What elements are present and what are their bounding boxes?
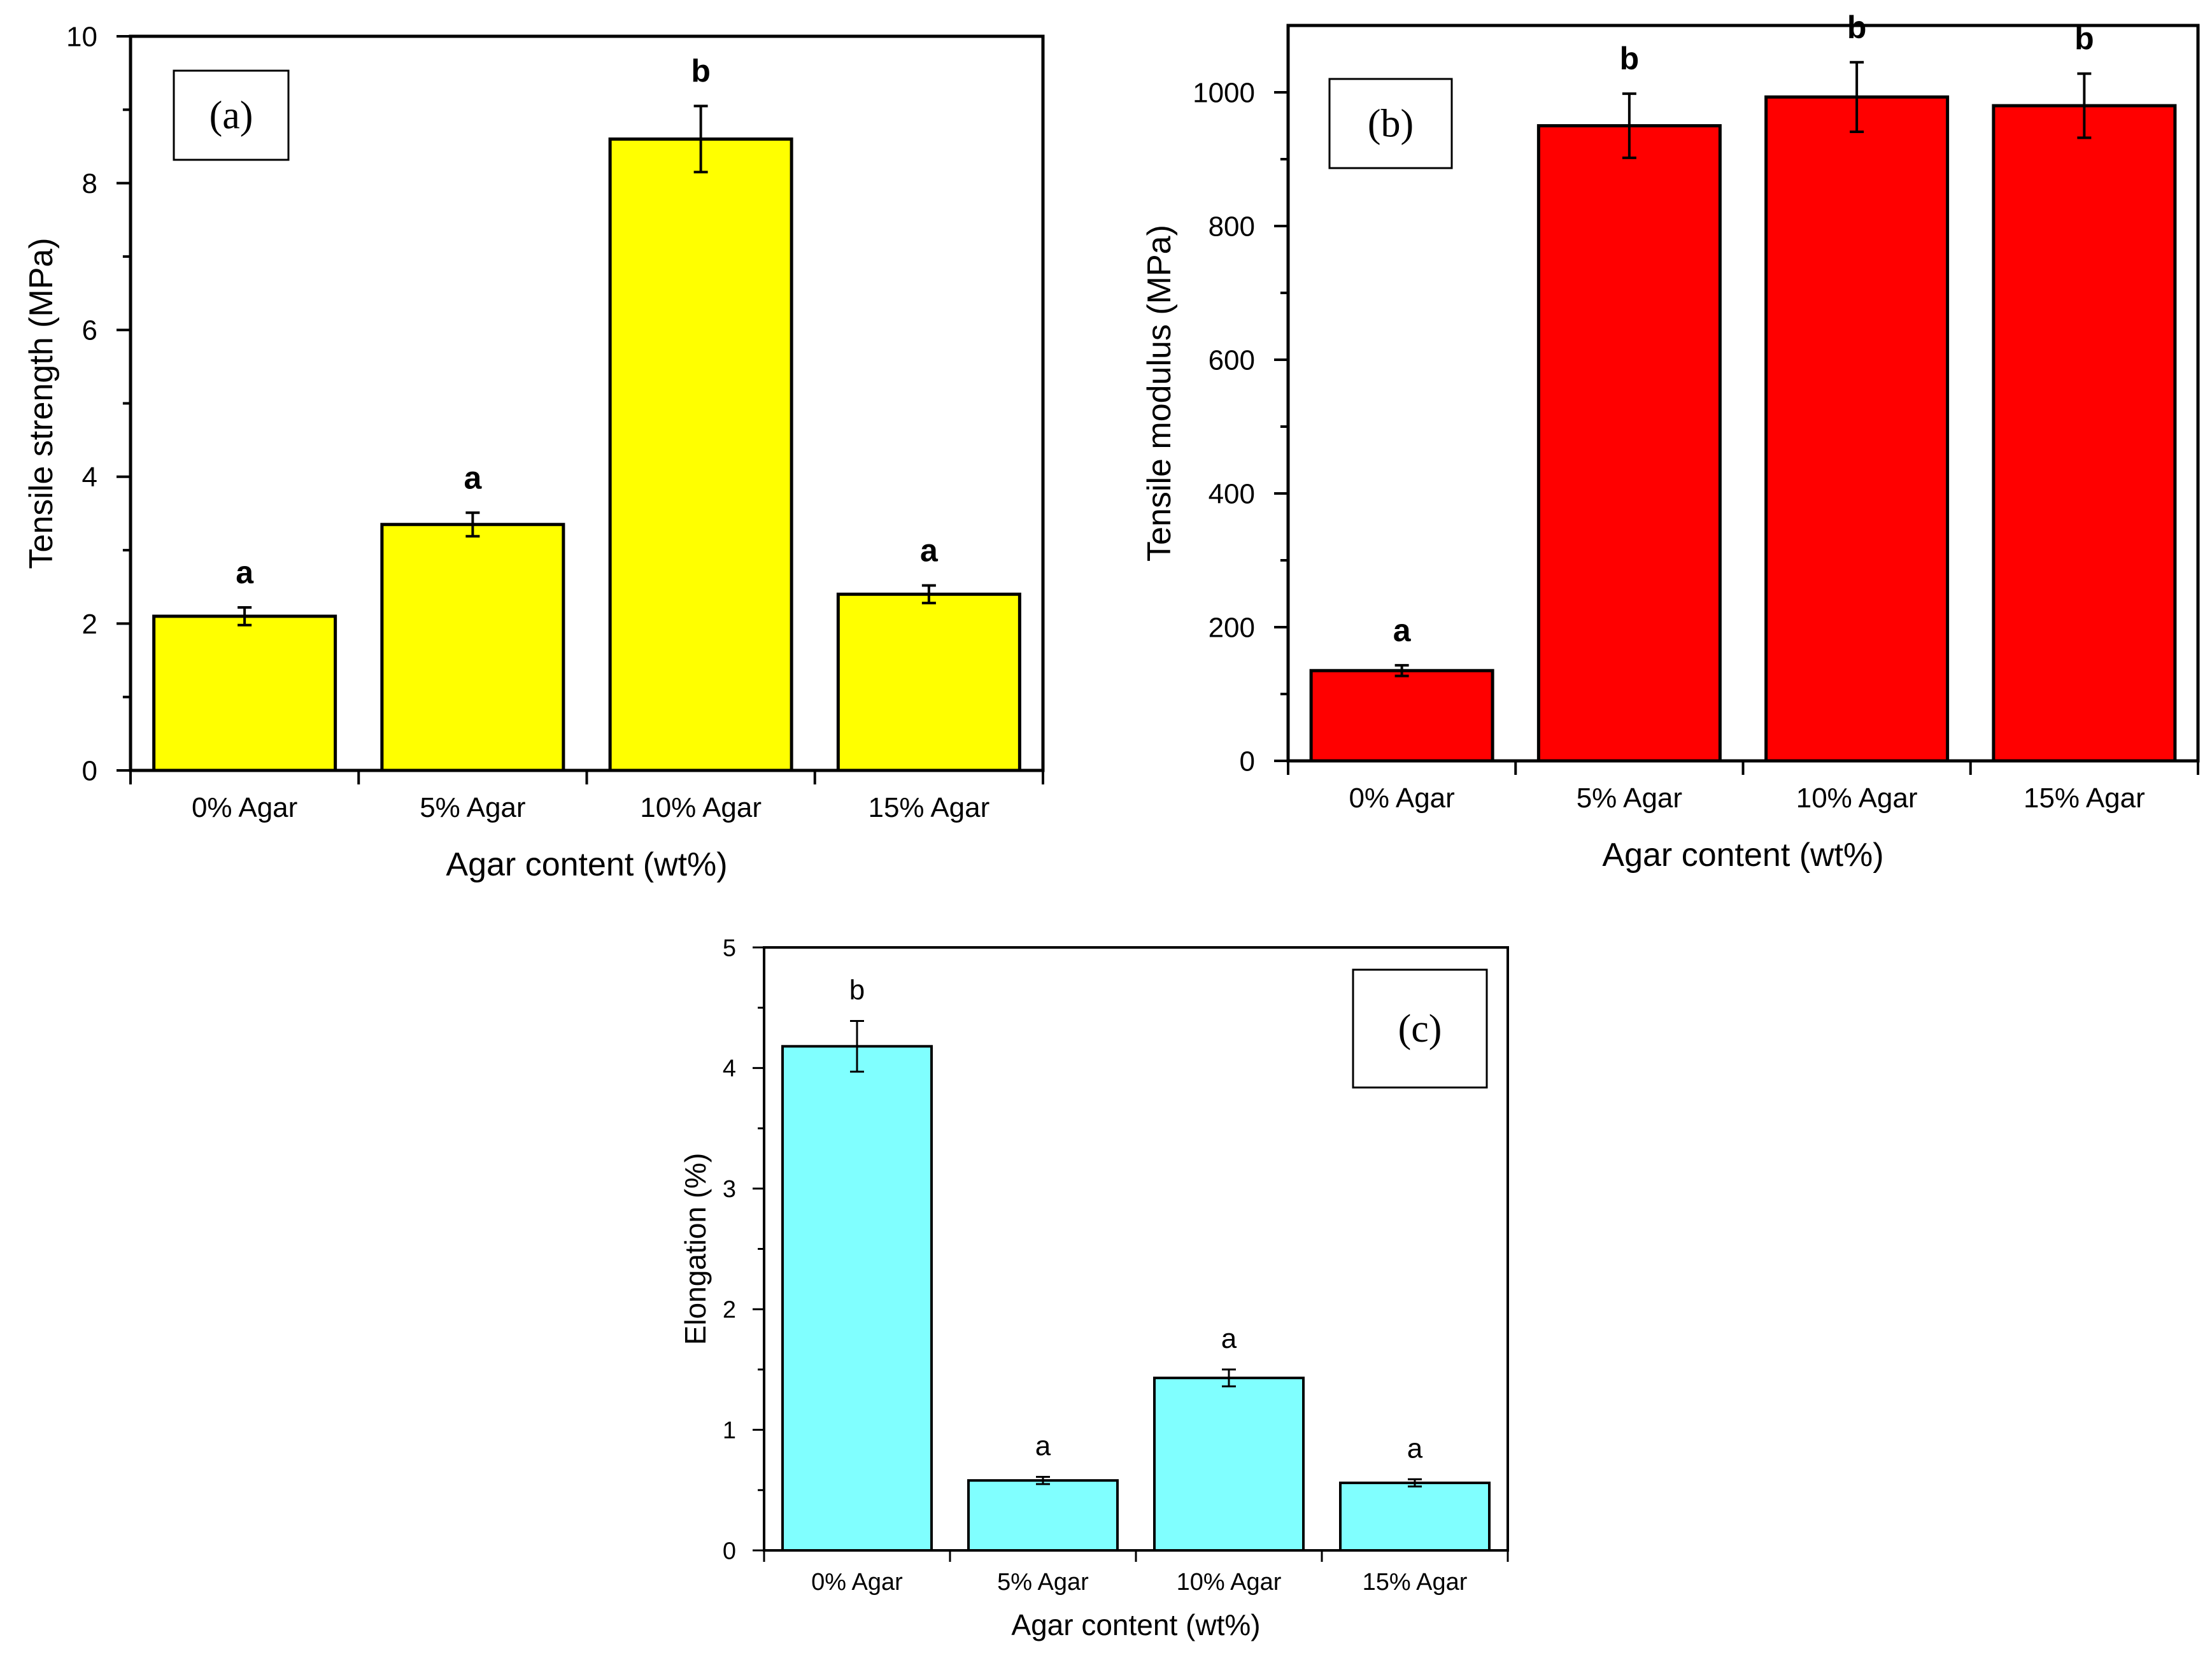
bar-2 [380,523,565,772]
error-bar-4 [1408,1478,1422,1488]
significance-letter-2: a [464,460,482,495]
error-bar-3 [693,104,708,174]
error-bar-4 [2077,72,2092,139]
x-tick-label-3: 10% Agar [1177,1569,1282,1596]
axes-frame [1286,24,2200,763]
error-bar-1 [1394,663,1409,677]
error-bar-4 [921,584,936,605]
x-tick-label-4: 15% Agar [1363,1569,1468,1596]
error-bar-2 [1622,92,1636,159]
x-tick-label-4: 15% Agar [868,792,989,823]
y-tick-label-2: 200 [1209,612,1255,643]
axes-frame [763,946,1509,1552]
significance-letter-1: a [236,555,254,590]
x-tick-label-2: 5% Agar [1577,783,1682,814]
axes-frame [129,34,1045,772]
bar-4 [1339,1481,1491,1552]
error-bar-3 [1850,60,1864,133]
panel-label-box [1352,968,1488,1089]
x-tick-label-3: 10% Agar [1796,783,1918,814]
significance-letter-1: a [1393,613,1412,648]
x-tick-label-2: 5% Agar [997,1569,1089,1596]
significance-letter-4: a [920,532,939,568]
x-axis-title: Agar content (wt%) [446,846,727,883]
panel-label: (c) [1398,1007,1442,1051]
y-tick-label-5: 4 [723,1056,736,1082]
error-bar-2 [465,511,480,538]
panel-label-box [1328,78,1453,169]
error-bar-2 [1036,1475,1050,1485]
y-tick-label-1: 0 [723,1538,736,1564]
y-tick-label-6: 1000 [1193,77,1255,108]
y-tick-label-4: 3 [723,1176,736,1203]
error-bar-3 [1222,1368,1236,1387]
x-tick-label-4: 15% Agar [2024,783,2145,814]
panel-label: (b) [1368,102,1414,145]
bar-1 [1309,669,1494,763]
y-axis-title: Elongation (%) [679,1153,712,1345]
significance-letter-4: a [1407,1433,1423,1464]
significance-letter-1: b [849,975,865,1006]
panel-a: a 0% Agar a 5% Agar b 10% Agar a 15% Agar 0 2 4 6 8 1… [23,21,1045,883]
significance-letter-2: b [1620,41,1640,76]
significance-letter-3: b [691,53,711,89]
y-tick-label-1: 0 [1240,746,1255,777]
bar-4 [836,592,1021,772]
panel-label: (a) [209,94,253,137]
y-tick-label-3: 4 [82,462,97,493]
x-tick-label-1: 0% Agar [1349,783,1454,814]
error-bar-1 [238,606,252,627]
y-tick-label-2: 1 [723,1417,736,1444]
x-tick-label-1: 0% Agar [192,792,297,823]
y-axis-title: Tensile modulus (MPa) [1141,225,1178,562]
y-tick-label-6: 5 [723,935,736,961]
y-tick-label-3: 400 [1209,478,1255,509]
x-tick-label-2: 5% Agar [420,792,525,823]
bar-2 [967,1479,1119,1552]
y-tick-label-1: 0 [82,755,97,786]
bar-1 [781,1045,933,1552]
y-tick-label-2: 2 [82,609,97,640]
bar-3 [608,137,793,772]
y-tick-label-5: 800 [1209,211,1255,242]
significance-letter-2: a [1035,1430,1051,1461]
x-axis-title: Agar content (wt%) [1602,837,1883,874]
significance-letter-3: b [1847,10,1867,45]
panel-label-box [173,69,290,161]
bar-3 [1764,95,1950,763]
y-tick-label-4: 6 [82,315,97,346]
y-tick-label-5: 8 [82,168,97,199]
bar-4 [1992,104,2177,763]
y-tick-label-4: 600 [1209,344,1255,376]
y-tick-label-3: 2 [723,1297,736,1324]
x-axis-title: Agar content (wt%) [1011,1608,1260,1641]
bar-2 [1536,124,1722,763]
x-tick-label-1: 0% Agar [811,1569,903,1596]
bar-1 [152,614,337,772]
panel-c: b 0% Agar a 5% Agar a 10% Agar a 15% Agar 0 1 2 3 4 5… [679,935,1509,1641]
error-bar-1 [850,1020,864,1073]
significance-letter-3: a [1221,1323,1237,1354]
bar-3 [1153,1377,1305,1552]
y-axis-title: Tensile strength (MPa) [23,237,60,569]
y-tick-label-6: 10 [66,21,97,52]
x-tick-label-3: 10% Agar [640,792,762,823]
